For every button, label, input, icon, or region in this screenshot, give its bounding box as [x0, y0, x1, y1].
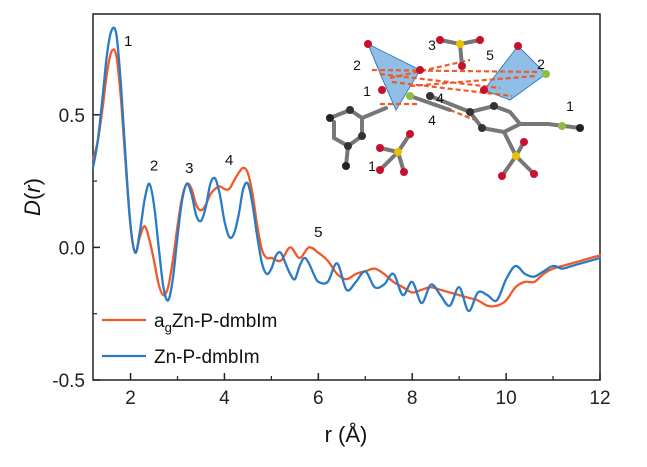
atoms	[326, 36, 584, 180]
x-tick-label: 2	[125, 388, 136, 409]
inset-label: 1	[363, 83, 371, 99]
legend: agZn-P-dmbIm Zn-P-dmbIm	[102, 311, 277, 368]
axes: 2 4 6 8 10 120.50.0-0.5	[52, 106, 610, 409]
inset-label: 5	[486, 47, 494, 63]
x-tick-label: 8	[407, 388, 418, 409]
inset-label: 2	[537, 56, 545, 72]
dashed-bonds	[371, 58, 541, 124]
series-line-zn	[91, 26, 602, 313]
inset-label: 2	[353, 57, 361, 73]
plot-frame	[92, 13, 601, 381]
y-tick-label: -0.5	[52, 371, 85, 392]
series-line-ag	[91, 48, 602, 308]
peak-annotations: 1 2 3 4 5	[124, 33, 322, 241]
legend-label-ag: agZn-P-dmbIm	[154, 311, 277, 335]
x-tick-label: 4	[219, 388, 230, 409]
inset-label: 4	[428, 112, 436, 128]
y-axis-title: D(r)	[20, 178, 45, 216]
x-tick-label: 10	[496, 388, 517, 409]
legend-label-zn: Zn-P-dmbIm	[154, 347, 260, 368]
peak-label: 2	[150, 157, 158, 174]
inset-label: 1	[368, 158, 376, 174]
y-tick-label: 0.5	[59, 106, 85, 127]
inset-label: 1	[566, 98, 574, 114]
inset-label: 3	[428, 37, 436, 53]
peak-label: 5	[314, 224, 322, 241]
peak-label: 4	[225, 152, 233, 169]
x-axis-title: r (Å)	[325, 422, 368, 447]
inset-label: 4	[436, 90, 444, 106]
x-tick-label: 6	[313, 388, 324, 409]
series-layer	[91, 26, 602, 313]
x-tick-label: 12	[589, 388, 610, 409]
peak-label: 1	[124, 33, 132, 50]
peak-label: 3	[185, 160, 193, 177]
y-tick-label: 0.0	[59, 238, 85, 259]
